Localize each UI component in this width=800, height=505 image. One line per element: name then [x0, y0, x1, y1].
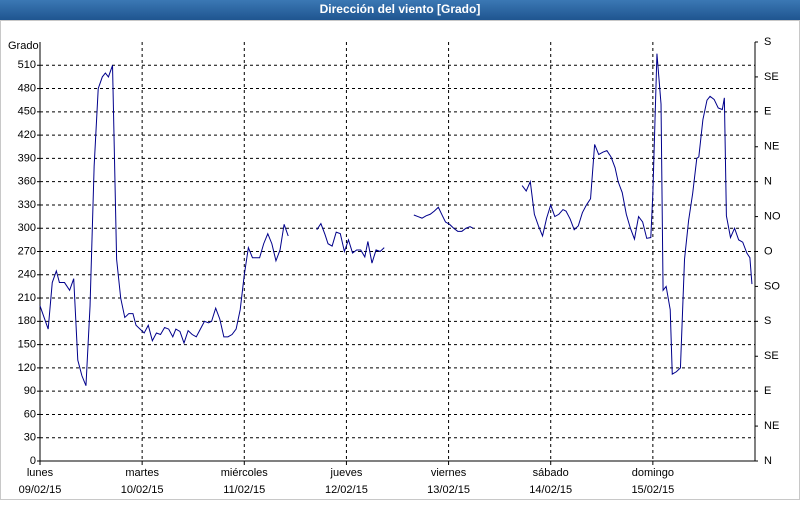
frame	[0, 20, 800, 500]
y-tick-label: 360	[18, 176, 36, 188]
data-line	[39, 53, 753, 386]
y2-tick-label: E	[764, 106, 771, 118]
y-tick-label: 330	[18, 199, 36, 211]
y2-tick-label: SE	[764, 350, 779, 362]
y2-tick-label: E	[764, 385, 771, 397]
y-tick-label: 270	[18, 245, 36, 257]
x-tick-date: 15/02/15	[631, 484, 674, 496]
x-tick-label: jueves	[330, 467, 363, 479]
x-tick-label: domingo	[632, 467, 674, 479]
y-tick-label: 60	[24, 408, 36, 420]
y2-tick-label: NO	[764, 210, 781, 222]
y-tick-label: 210	[18, 292, 36, 304]
x-tick-date: 10/02/15	[121, 484, 164, 496]
y-tick-label: 0	[30, 455, 36, 467]
y2-tick-label: SO	[764, 280, 780, 292]
x-tick-label: lunes	[27, 467, 54, 479]
y-tick-label: 30	[24, 432, 36, 444]
y2-tick-label: SE	[764, 71, 779, 83]
x-tick-date: 13/02/15	[427, 484, 470, 496]
x-tick-label: miércoles	[221, 467, 269, 479]
y2-tick-label: NE	[764, 420, 779, 432]
y-tick-label: 120	[18, 362, 36, 374]
y-tick-label: 450	[18, 106, 36, 118]
y2-tick-label: S	[764, 36, 771, 48]
y2-tick-label: O	[764, 245, 773, 257]
y-tick-label: 420	[18, 129, 36, 141]
x-tick-date: 11/02/15	[223, 484, 265, 496]
x-tick-date: 09/02/15	[19, 484, 62, 496]
x-tick-date: 14/02/15	[529, 484, 572, 496]
y-tick-label: 180	[18, 315, 36, 327]
y-tick-label: 240	[18, 269, 36, 281]
x-tick-label: martes	[125, 467, 159, 479]
y2-tick-label: S	[764, 315, 771, 327]
chart-title: Dirección del viento [Grado]	[320, 2, 481, 16]
x-tick-date: 12/02/15	[325, 484, 368, 496]
x-tick-label: sábado	[533, 467, 569, 479]
y-tick-label: 90	[24, 385, 36, 397]
y-tick-label: 480	[18, 82, 36, 94]
y2-tick-label: N	[764, 176, 772, 188]
y2-tick-label: N	[764, 455, 772, 467]
y-tick-label: 390	[18, 152, 36, 164]
title-bar	[0, 0, 800, 20]
y-tick-label: 510	[18, 59, 36, 71]
y2-tick-label: NE	[764, 141, 779, 153]
y-tick-label: 150	[18, 339, 36, 351]
y-axis-label: Grado	[8, 40, 39, 52]
y-tick-label: 300	[18, 222, 36, 234]
x-tick-label: viernes	[431, 467, 467, 479]
